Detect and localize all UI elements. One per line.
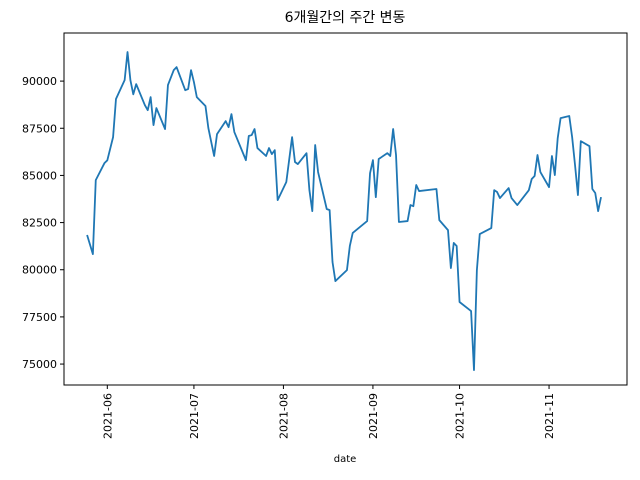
plot-frame — [63, 32, 628, 386]
y-tick-label: 77500 — [22, 311, 57, 324]
chart-title: 6개월간의 주간 변동 — [285, 10, 406, 26]
x-tick-label: 2021-07 — [188, 393, 201, 439]
x-tick-label: 2021-10 — [454, 393, 467, 439]
x-tick-label: 2021-08 — [277, 393, 290, 439]
y-tick-label: 87500 — [22, 122, 57, 135]
line-series — [86, 51, 602, 371]
y-tick-label: 75000 — [22, 358, 57, 371]
y-tick-label: 80000 — [22, 264, 57, 277]
y-tick-label: 90000 — [22, 75, 57, 88]
x-tick-label: 2021-09 — [367, 393, 380, 439]
y-tick-label: 85000 — [22, 169, 57, 182]
y-tick-label: 82500 — [22, 217, 57, 230]
x-tick-label: 2021-11 — [543, 393, 556, 439]
x-axis-label: date — [334, 454, 357, 465]
x-tick-label: 2021-06 — [101, 393, 114, 439]
